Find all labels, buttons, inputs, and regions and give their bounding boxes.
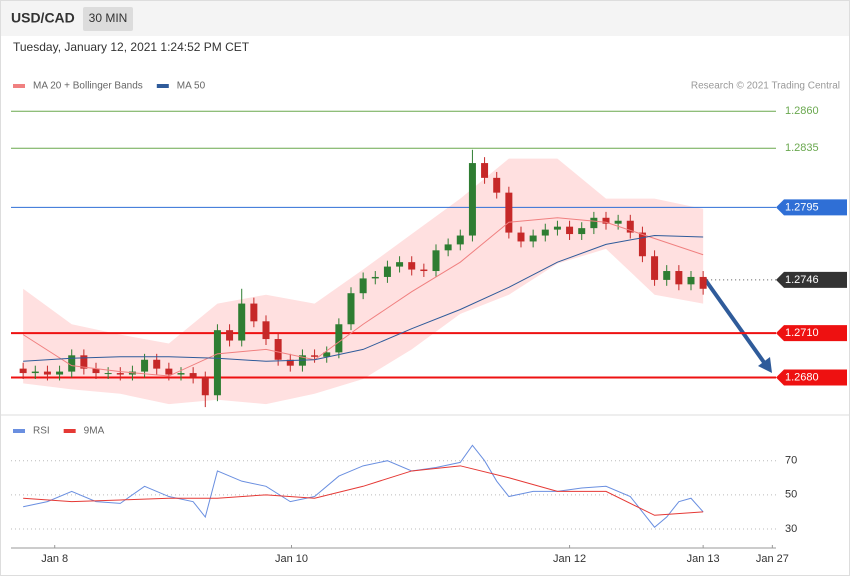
candle-body — [68, 355, 76, 372]
level-label: 1.2710 — [785, 327, 819, 339]
level-label: 1.2680 — [785, 371, 819, 383]
candle-body — [371, 276, 379, 279]
x-tick-label: Jan 12 — [553, 553, 586, 565]
level-label: 1.2795 — [785, 201, 819, 213]
symbol: USD/CAD — [11, 10, 75, 26]
line — [23, 465, 704, 516]
candle-body — [189, 373, 197, 378]
candle-body — [505, 192, 513, 233]
candle-body — [517, 232, 525, 242]
candle-body — [408, 262, 416, 270]
legend-label: MA 50 — [177, 81, 206, 92]
candle-body — [92, 368, 100, 374]
y-tick-label: 70 — [785, 455, 797, 467]
candle-body — [262, 321, 270, 340]
interval-button[interactable] — [83, 7, 133, 31]
candle-body — [177, 373, 185, 375]
level-label-box — [776, 199, 847, 216]
candle-body — [335, 324, 343, 353]
y-tick-label: 50 — [785, 489, 797, 501]
legend-swatch — [13, 84, 25, 88]
y-tick-label: 30 — [785, 523, 797, 535]
level-label: 1.2835 — [785, 142, 819, 154]
candle-body — [116, 373, 124, 375]
candle-body — [31, 371, 39, 374]
credit: Research © 2021 Trading Central — [691, 81, 840, 92]
candle-body — [383, 266, 391, 277]
candle-body — [687, 276, 695, 285]
candle-body — [541, 229, 549, 236]
level-label: 1.2860 — [785, 105, 819, 117]
legend-label: 9MA — [84, 426, 105, 437]
candle-body — [578, 228, 586, 235]
indicator-line — [22, 217, 704, 377]
candle-body — [43, 371, 51, 375]
candle-body — [432, 250, 440, 272]
candle-body — [396, 262, 404, 267]
candle-body — [590, 217, 598, 229]
forecast-arrow — [702, 276, 770, 370]
candle-body — [238, 303, 246, 341]
candle-body — [201, 377, 209, 396]
candle-body — [699, 276, 707, 289]
legend-label: MA 20 + Bollinger Bands — [33, 81, 143, 92]
timestamp: Tuesday, January 12, 2021 1:24:52 PM CET — [13, 40, 250, 54]
candle-body — [80, 355, 88, 369]
candle-body — [165, 368, 173, 375]
level-label-box — [776, 325, 847, 342]
indicator-line — [23, 235, 704, 362]
candle-body — [250, 303, 258, 322]
candle-body — [566, 226, 574, 235]
candle-body — [663, 271, 671, 280]
candle-body — [626, 220, 634, 233]
level-label: 1.2746 — [785, 274, 819, 286]
x-tick-label: Jan 27 — [756, 553, 789, 565]
candle-body — [481, 163, 489, 178]
legend-label: RSI — [33, 426, 50, 437]
candle-body — [141, 359, 149, 372]
candle-body — [153, 359, 161, 369]
candle-body — [274, 339, 282, 360]
legend-swatch — [13, 429, 25, 433]
candle-body — [529, 235, 537, 242]
interval[interactable]: 30 MIN — [89, 11, 128, 25]
candle-body — [553, 226, 561, 230]
candle-body — [104, 373, 112, 375]
candle-body — [651, 256, 659, 280]
level-label-box — [776, 369, 847, 386]
x-tick-label: Jan 8 — [41, 553, 68, 565]
x-tick-label: Jan 10 — [275, 553, 308, 565]
x-tick-label: Jan 13 — [687, 553, 720, 565]
level-label-box — [776, 271, 847, 288]
candle-body — [347, 293, 355, 325]
candle-body — [311, 355, 319, 357]
candle-body — [226, 330, 234, 341]
candle-body — [675, 271, 683, 285]
candle-body — [19, 368, 27, 374]
candle-body — [359, 278, 367, 294]
header-bar — [1, 1, 849, 36]
legend-swatch — [156, 84, 169, 88]
candle-body — [444, 244, 452, 251]
candle-body — [614, 220, 622, 224]
legend-swatch — [63, 429, 76, 433]
candle-body — [420, 269, 428, 272]
candle-body — [286, 359, 294, 366]
candle-body — [323, 352, 331, 357]
candle-body — [213, 330, 221, 396]
candle-body — [493, 177, 501, 193]
forecast-arrowhead — [758, 357, 772, 373]
candle-body — [638, 232, 646, 257]
candle-body — [456, 235, 464, 245]
candle-body — [602, 217, 610, 224]
candle-body — [468, 163, 476, 236]
candle-body — [56, 371, 64, 375]
